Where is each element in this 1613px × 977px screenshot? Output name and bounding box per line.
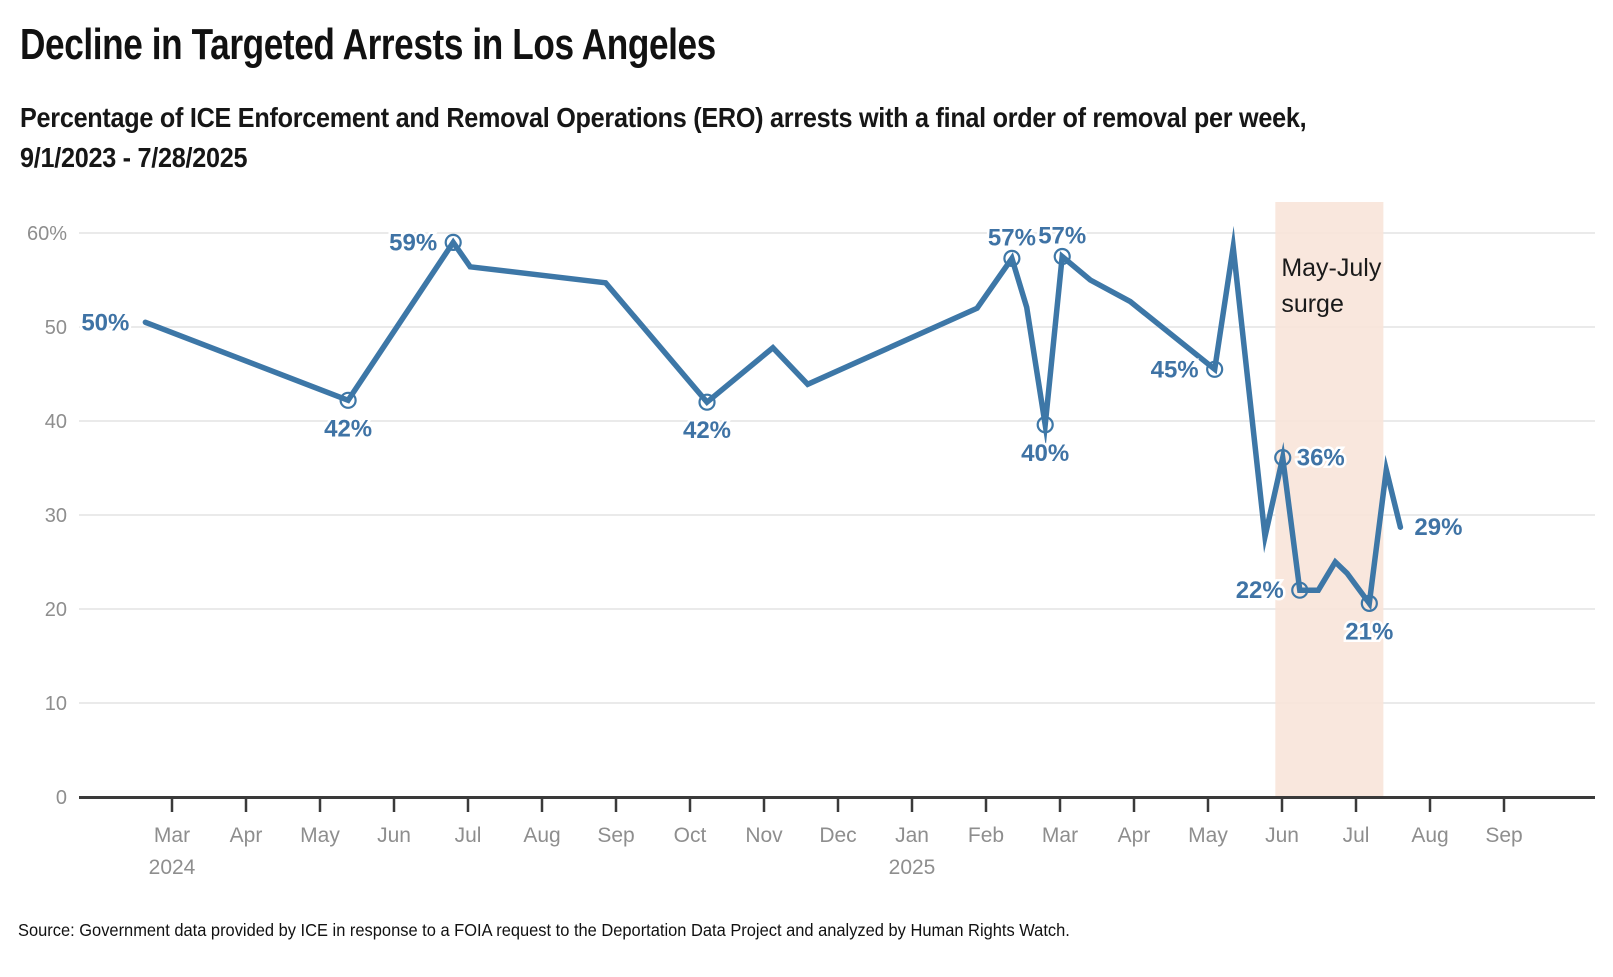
data-marker xyxy=(698,393,716,411)
data-marker xyxy=(1291,581,1309,599)
band-annotation-line1: May-July xyxy=(1281,254,1382,282)
y-tick-label: 40 xyxy=(45,411,67,433)
data-marker xyxy=(1036,416,1054,434)
x-tick-label: Jul xyxy=(455,824,482,847)
x-tick-label: May xyxy=(1188,824,1228,847)
data-point-label: 36% xyxy=(1297,445,1345,472)
chart-subtitle: Percentage of ICE Enforcement and Remova… xyxy=(20,98,1307,178)
data-marker xyxy=(1274,449,1292,467)
x-tick-label: Jan xyxy=(895,824,929,847)
x-tick-label: Apr xyxy=(230,824,263,847)
data-point-label: 50% xyxy=(81,309,129,336)
chart-subtitle-line1: Percentage of ICE Enforcement and Remova… xyxy=(20,102,1307,133)
y-tick-label: 30 xyxy=(45,505,67,527)
x-tick-label: Aug xyxy=(1411,824,1448,847)
data-point-label: 57% xyxy=(1038,223,1086,250)
chart-subtitle-line2: 9/1/2023 - 7/28/2025 xyxy=(20,142,248,173)
x-tick-label: Jun xyxy=(1265,824,1299,847)
x-tick-label: Mar xyxy=(1042,824,1078,847)
y-tick-label: 50 xyxy=(45,317,67,339)
data-point-label: 21% xyxy=(1345,618,1393,645)
y-tick-label: 0 xyxy=(56,787,67,809)
x-tick-label: Nov xyxy=(745,824,783,847)
data-marker xyxy=(1003,249,1021,267)
highlight-band xyxy=(1275,202,1384,798)
x-tick-label: Aug xyxy=(523,824,560,847)
data-line xyxy=(142,225,1404,611)
data-marker xyxy=(1206,360,1224,378)
data-marker xyxy=(1053,247,1071,266)
data-marker xyxy=(1360,594,1378,612)
x-year-label: 2025 xyxy=(889,856,936,879)
data-point-label: 57% xyxy=(988,224,1036,251)
source-note: Source: Government data provided by ICE … xyxy=(18,920,1070,940)
y-tick-label: 10 xyxy=(45,693,67,715)
x-tick-label: Dec xyxy=(819,824,856,847)
x-tick-label: Oct xyxy=(674,824,707,847)
x-tick-label: Mar xyxy=(154,824,190,847)
data-marker xyxy=(339,391,357,409)
x-tick-label: Sep xyxy=(1485,824,1522,847)
y-tick-label: 20 xyxy=(45,599,67,621)
x-year-label: 2024 xyxy=(149,856,196,879)
data-marker xyxy=(444,233,462,251)
y-tick-label: 60% xyxy=(27,223,67,245)
x-tick-label: Jun xyxy=(377,824,411,847)
data-point-label: 42% xyxy=(683,417,731,444)
data-point-label: 45% xyxy=(1151,356,1199,383)
chart-title: Decline in Targeted Arrests in Los Angel… xyxy=(20,20,716,69)
x-tick-label: Feb xyxy=(968,824,1004,847)
x-tick-label: Apr xyxy=(1118,824,1151,847)
data-point-label: 42% xyxy=(324,415,372,442)
x-tick-label: Jul xyxy=(1343,824,1370,847)
x-tick-label: Sep xyxy=(597,824,634,847)
data-point-label: 29% xyxy=(1414,514,1462,541)
data-point-label: 59% xyxy=(389,229,437,256)
data-point-label: 22% xyxy=(1236,577,1284,604)
x-tick-label: May xyxy=(300,824,340,847)
data-point-label: 40% xyxy=(1021,440,1069,467)
band-annotation-line2: surge xyxy=(1281,290,1344,318)
